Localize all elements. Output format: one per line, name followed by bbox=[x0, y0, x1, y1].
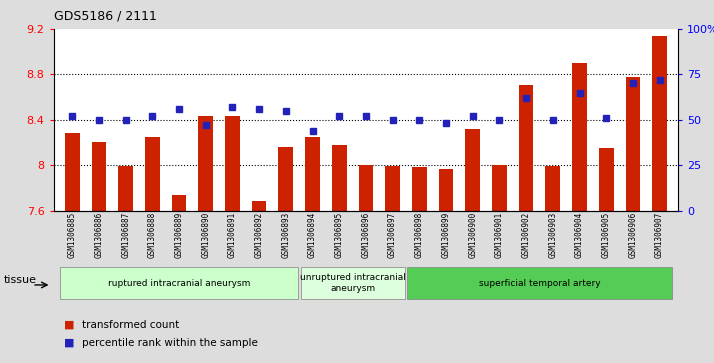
Bar bbox=[91, 143, 106, 211]
Bar bbox=[225, 117, 240, 211]
Text: GDS5186 / 2111: GDS5186 / 2111 bbox=[54, 9, 156, 22]
Bar bbox=[386, 166, 400, 211]
Bar bbox=[332, 145, 346, 211]
Bar bbox=[65, 133, 79, 211]
Bar bbox=[466, 129, 480, 211]
Bar bbox=[625, 77, 640, 211]
Bar bbox=[412, 167, 427, 211]
Bar bbox=[545, 166, 560, 211]
Bar bbox=[171, 195, 186, 211]
Bar bbox=[145, 137, 160, 211]
Text: ruptured intracranial aneurysm: ruptured intracranial aneurysm bbox=[108, 279, 250, 287]
Text: tissue: tissue bbox=[4, 274, 36, 285]
Bar bbox=[599, 148, 613, 211]
Bar bbox=[572, 63, 587, 211]
Bar bbox=[278, 147, 293, 211]
Bar bbox=[492, 165, 507, 211]
Bar bbox=[438, 168, 453, 211]
Text: superficial temporal artery: superficial temporal artery bbox=[478, 279, 600, 287]
Text: percentile rank within the sample: percentile rank within the sample bbox=[82, 338, 258, 348]
Bar bbox=[358, 165, 373, 211]
Bar bbox=[519, 85, 533, 211]
Bar bbox=[252, 201, 266, 211]
Text: ■: ■ bbox=[64, 338, 75, 348]
Bar bbox=[653, 36, 667, 211]
Bar bbox=[305, 137, 320, 211]
Text: unruptured intracranial
aneurysm: unruptured intracranial aneurysm bbox=[300, 273, 406, 293]
Text: ■: ■ bbox=[64, 320, 75, 330]
Bar bbox=[119, 166, 133, 211]
Text: transformed count: transformed count bbox=[82, 320, 179, 330]
Bar bbox=[198, 117, 213, 211]
